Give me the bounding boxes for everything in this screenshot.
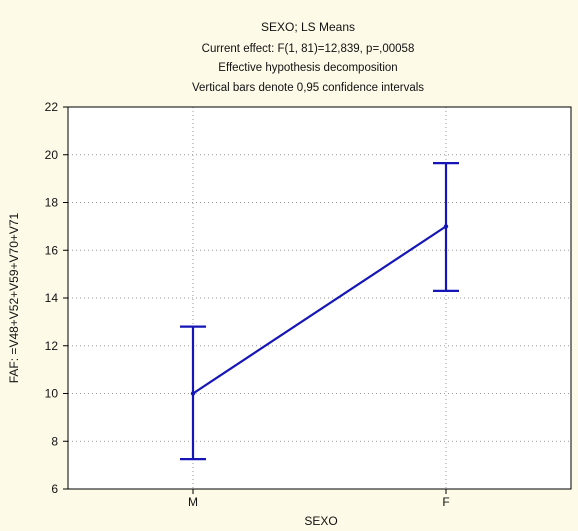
y-tick-label-0: 6 xyxy=(51,482,58,496)
y-tick-label-7: 20 xyxy=(45,148,59,162)
y-tick-label-5: 16 xyxy=(45,243,59,257)
x-tick-label-0: M xyxy=(188,495,198,509)
y-tick-label-3: 12 xyxy=(45,339,59,353)
y-tick-label-1: 8 xyxy=(51,434,58,448)
y-axis-label: FAF: =V48+V52+V59+V70+V71 xyxy=(7,212,21,383)
y-tick-label-2: 10 xyxy=(45,387,59,401)
chart-title: SEXO; LS Means xyxy=(261,20,355,34)
y-tick-label-6: 18 xyxy=(45,196,59,210)
chart-subtitle-line-2: Effective hypothesis decomposition xyxy=(218,62,397,74)
series-layer xyxy=(180,162,459,461)
mean-line xyxy=(192,225,447,395)
x-tick-label-1: F xyxy=(442,495,449,509)
chart-subtitle-line-1: Current effect: F(1, 81)=12,839, p=,0005… xyxy=(202,43,415,55)
axis-layer: 6 8 10 12 14 16 18 20 22 M F xyxy=(45,100,450,509)
chart-subtitle-line-3: Vertical bars denote 0,95 confidence int… xyxy=(192,82,424,94)
plot-area xyxy=(68,107,571,489)
x-axis-label: SEXO xyxy=(304,514,337,528)
y-tick-label-8: 22 xyxy=(45,100,59,114)
y-tick-label-4: 14 xyxy=(45,291,59,305)
mean-point-0 xyxy=(190,391,196,396)
mean-point-1 xyxy=(443,224,449,229)
